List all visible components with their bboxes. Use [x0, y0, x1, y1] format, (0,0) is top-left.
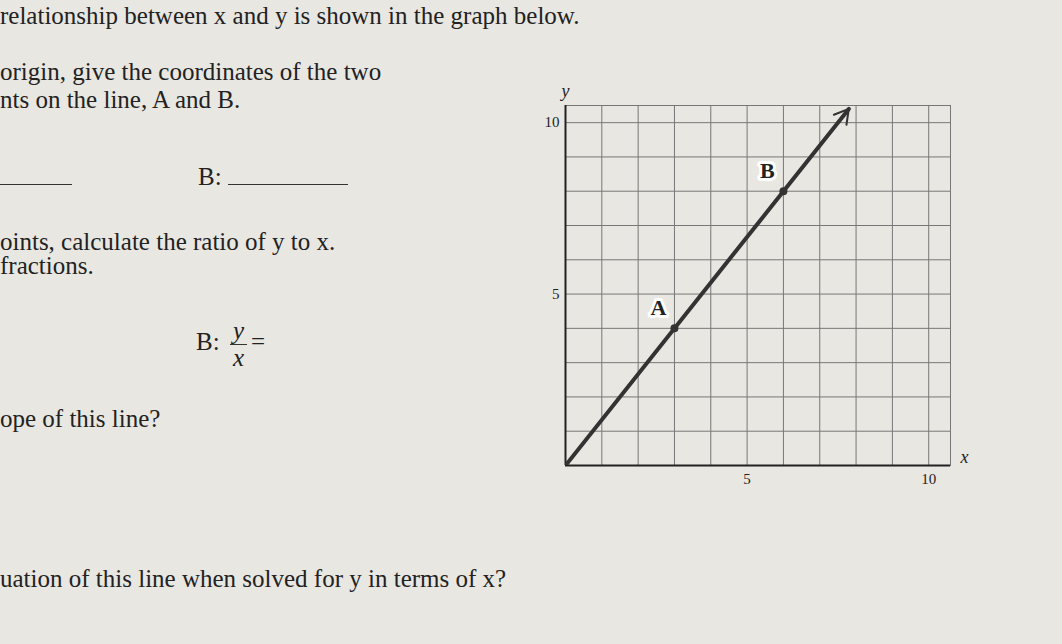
html-text:nts on the line, A and B.: nts on the line, A and B.: [0, 86, 241, 113]
svg-text:10: 10: [545, 114, 560, 130]
html-text:origin, give the coordinates o: origin, give the coordinates of the two: [0, 58, 382, 85]
html-text:B: y: B: y: [196, 317, 244, 356]
svg-text:x: x: [960, 447, 969, 467]
html-text:relationship between x and y i: relationship between x and y is shown in…: [0, 2, 580, 29]
svg-text:A: A: [651, 295, 667, 320]
html-text:uation of this line when solve: uation of this line when solved for y in…: [0, 565, 507, 592]
html-text:fractions.: fractions.: [0, 252, 94, 279]
svg-text:y: y: [560, 85, 570, 101]
html-text:ope of this line?: ope of this line?: [0, 405, 161, 432]
svg-text:5: 5: [743, 471, 751, 487]
svg-text:B: B: [760, 158, 775, 183]
html-text:B:: B:: [198, 163, 228, 190]
svg-text:10: 10: [921, 471, 936, 487]
html-text:x: x: [232, 344, 244, 371]
svg-text:5: 5: [552, 286, 560, 302]
html-text:oints, calculate the ratio of: oints, calculate the ratio of y to x.: [0, 228, 336, 255]
